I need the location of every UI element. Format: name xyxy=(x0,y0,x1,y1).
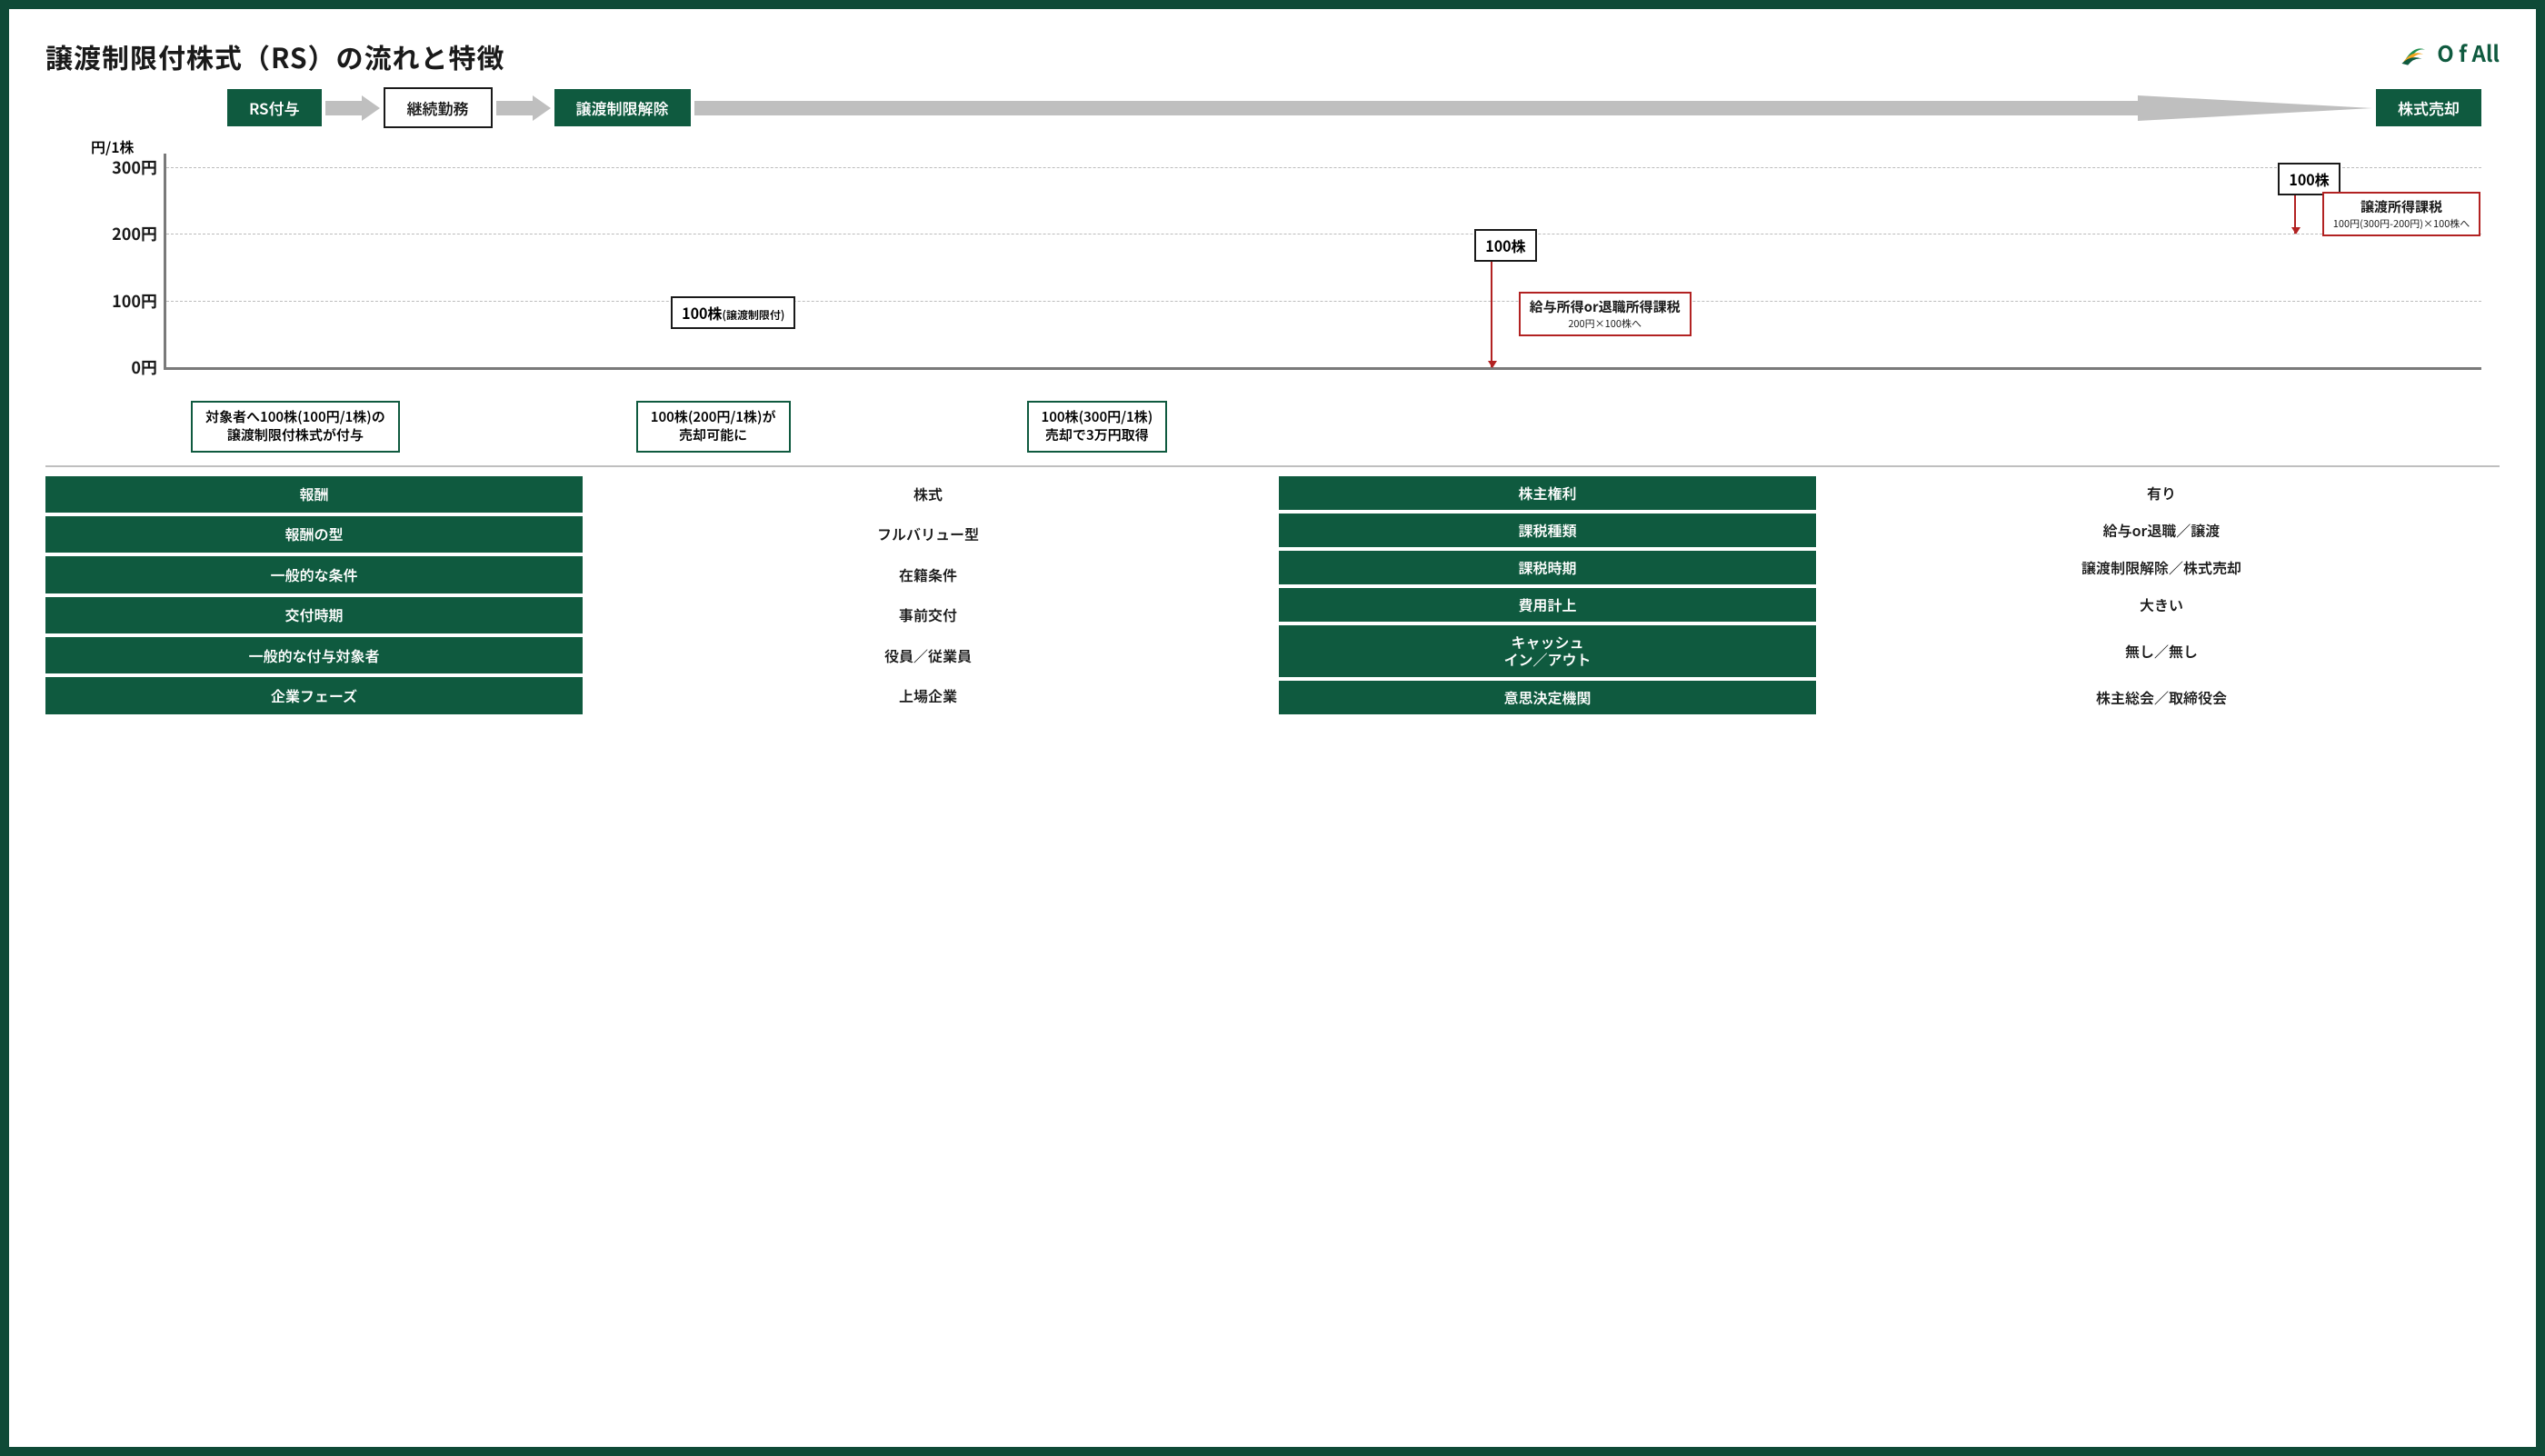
divider xyxy=(45,465,2500,467)
grid-line xyxy=(166,167,2481,168)
arrow-icon xyxy=(496,95,551,121)
callout: 100株 xyxy=(1474,229,1536,262)
flow-unlock: 譲渡制限解除 xyxy=(554,89,691,126)
table-value-cell: 無し／無し xyxy=(1820,625,2503,676)
logo-icon xyxy=(2399,37,2430,68)
table-value-cell: 大きい xyxy=(1820,588,2503,622)
table-value-cell: 在籍条件 xyxy=(586,556,1270,593)
logo: O f All xyxy=(2399,36,2500,68)
table-value-cell: 株式 xyxy=(586,476,1270,513)
flow-service: 継続勤務 xyxy=(384,87,493,128)
flow-sell: 株式売却 xyxy=(2376,89,2481,126)
below-boxes: 対象者へ100株(100円/1株)の譲渡制限付株式が付与 100株(200円/1… xyxy=(191,401,2472,453)
y-axis-label: 円/1株 xyxy=(91,135,135,157)
table-value-cell: 事前交付 xyxy=(586,597,1270,633)
table-value-cell: 有り xyxy=(1820,476,2503,510)
table-value-cell: 役員／従業員 xyxy=(586,637,1270,673)
table-value-cell: 株主総会／取締役会 xyxy=(1820,681,2503,714)
table-value-cell: 上場企業 xyxy=(586,677,1270,713)
table-header-cell: 報酬の型 xyxy=(45,516,583,553)
note-grant: 対象者へ100株(100円/1株)の譲渡制限付株式が付与 xyxy=(191,401,400,453)
table-value-cell: 譲渡制限解除／株式売却 xyxy=(1820,551,2503,584)
slide: 譲渡制限付株式（RS）の流れと特徴 O f All RS付与 継続勤務 譲渡制限… xyxy=(9,9,2536,1447)
table-value-cell: 給与or退職／譲渡 xyxy=(1820,514,2503,547)
note-sell: 100株(300円/1株)売却で3万円取得 xyxy=(1027,401,1168,453)
table-header-cell: 意思決定機関 xyxy=(1279,681,1816,714)
table-header-cell: 費用計上 xyxy=(1279,588,1816,622)
table-header-cell: 株主権利 xyxy=(1279,476,1816,510)
table-value-cell: フルバリュー型 xyxy=(586,516,1270,553)
table-header-cell: 課税時期 xyxy=(1279,551,1816,584)
page-title: 譲渡制限付株式（RS）の流れと特徴 xyxy=(45,36,505,76)
y-tick: 200円 xyxy=(112,222,157,245)
y-tick: 0円 xyxy=(131,355,157,379)
chart: 円/1株 評価益利益 0円100円200円300円100株(譲渡制限付)100株… xyxy=(45,141,2500,395)
tables: 報酬株式報酬の型フルバリュー型一般的な条件在籍条件交付時期事前交付一般的な付与対… xyxy=(45,476,2500,714)
arrow-icon xyxy=(325,95,380,121)
flow-row: RS付与 継続勤務 譲渡制限解除 株式売却 xyxy=(227,87,2481,128)
note-unlock: 100株(200円/1株)が売却可能に xyxy=(636,401,791,453)
table-header-cell: 一般的な条件 xyxy=(45,556,583,593)
table-header-cell: 課税種類 xyxy=(1279,514,1816,547)
y-tick: 100円 xyxy=(112,289,157,313)
bar-vertical-label: 評価益 xyxy=(1401,349,1447,362)
callout: 100株(譲渡制限付) xyxy=(671,296,795,329)
bars-container: 評価益 利益 xyxy=(166,154,2481,367)
logo-text: O f All xyxy=(2437,36,2500,68)
table-left: 報酬株式報酬の型フルバリュー型一般的な条件在籍条件交付時期事前交付一般的な付与対… xyxy=(45,476,1266,714)
callout: 100株 xyxy=(2278,163,2340,195)
table-header-cell: 報酬 xyxy=(45,476,583,513)
table-right: 株主権利有り課税種類給与or退職／譲渡課税時期譲渡制限解除／株式売却費用計上大き… xyxy=(1279,476,2500,714)
table-header-cell: 交付時期 xyxy=(45,597,583,633)
arrow-icon xyxy=(694,95,2373,121)
tax-callout: 譲渡所得課税100円(300円-200円)×100株へ xyxy=(2322,192,2481,236)
chart-plot: 評価益利益 0円100円200円300円100株(譲渡制限付)100株100株給… xyxy=(164,154,2481,370)
tax-callout: 給与所得or退職所得課税200円×100株へ xyxy=(1519,292,1692,336)
table-header-cell: 企業フェーズ xyxy=(45,677,583,713)
table-header-cell: キャッシュイン／アウト xyxy=(1279,625,1816,676)
bar-vertical-label: 利益 xyxy=(2212,349,2243,362)
flow-grant: RS付与 xyxy=(227,89,322,126)
y-tick: 300円 xyxy=(112,155,157,179)
table-header-cell: 一般的な付与対象者 xyxy=(45,637,583,673)
header: 譲渡制限付株式（RS）の流れと特徴 O f All xyxy=(45,36,2500,76)
grid-line xyxy=(166,301,2481,302)
